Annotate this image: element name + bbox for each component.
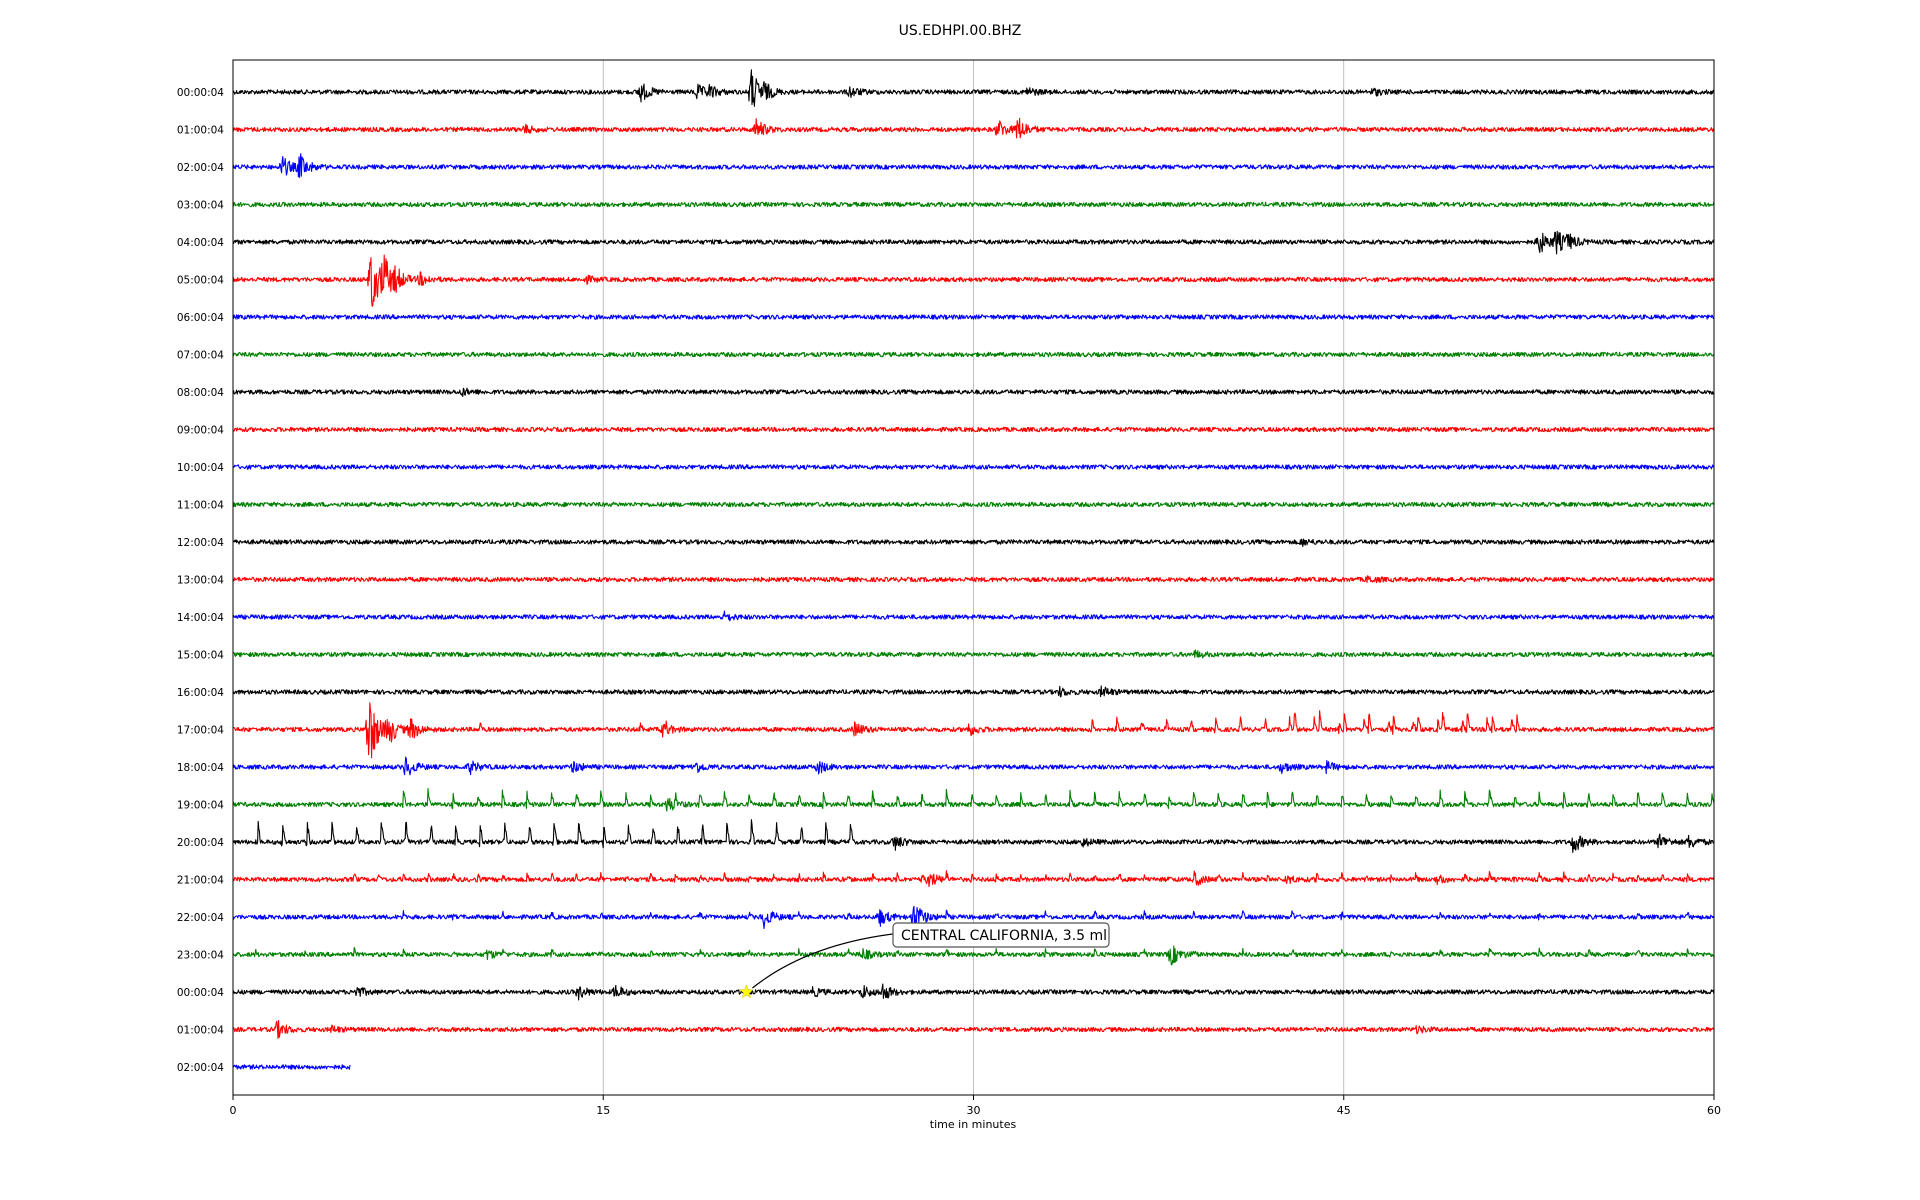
trace-row [232, 610, 1715, 622]
trace-row [232, 1064, 351, 1070]
annotation-label: CENTRAL CALIFORNIA, 3.5 ml [901, 928, 1107, 944]
x-tick-label: 45 [1337, 1104, 1351, 1117]
trace-row [232, 649, 1715, 659]
trace-row [232, 387, 1714, 397]
row-time-label: 06:00:04 [177, 312, 224, 324]
row-time-label: 11:00:04 [177, 500, 224, 512]
row-time-label: 12:00:04 [177, 537, 224, 549]
annotation-leader-line [752, 933, 894, 989]
trace-row [232, 254, 1715, 307]
row-time-label: 17:00:04 [177, 725, 224, 737]
trace-row [232, 685, 1715, 698]
row-time-label: 18:00:04 [177, 762, 224, 774]
row-time-label: 21:00:04 [177, 875, 224, 887]
trace-row [232, 1019, 1715, 1039]
x-axis-label: time in minutes [930, 1118, 1017, 1131]
trace-row [232, 426, 1715, 433]
x-axis-ticks: 0 15 30 45 60 [230, 1095, 1721, 1117]
trace-row [232, 314, 1715, 320]
event-star-marker [739, 984, 754, 999]
row-time-labels: 00:00:04 01:00:04 02:00:04 03:00:04 04:00:04… [177, 87, 224, 1074]
row-time-label: 01:00:04 [177, 1025, 224, 1037]
row-time-label: 22:00:04 [177, 912, 224, 924]
trace-row [232, 538, 1715, 548]
x-tick-label: 0 [230, 1104, 237, 1117]
trace-row [232, 702, 1714, 759]
trace-row [232, 464, 1715, 470]
trace-row [232, 819, 1715, 854]
row-time-label: 03:00:04 [177, 200, 224, 212]
row-time-label: 02:00:04 [177, 162, 224, 174]
x-tick-label: 30 [967, 1104, 981, 1117]
row-time-label: 00:00:04 [177, 987, 224, 999]
chart-title: US.EDHPI.00.BHZ [899, 23, 1022, 39]
row-time-label: 19:00:04 [177, 800, 224, 812]
row-time-label: 01:00:04 [177, 125, 224, 137]
trace-lines [232, 69, 1715, 1070]
row-time-label: 04:00:04 [177, 237, 224, 249]
trace-row [232, 945, 1715, 966]
row-time-label: 20:00:04 [177, 837, 224, 849]
row-time-label: 08:00:04 [177, 387, 224, 399]
trace-row [232, 153, 1715, 178]
axes-frame [232, 59, 1715, 1096]
row-time-label: 14:00:04 [177, 612, 224, 624]
row-time-label: 00:00:04 [177, 87, 224, 99]
trace-row [232, 788, 1715, 812]
row-time-label: 07:00:04 [177, 350, 224, 362]
event-annotation: CENTRAL CALIFORNIA, 3.5 ml [739, 922, 1110, 999]
trace-row [232, 756, 1715, 776]
trace-row [232, 575, 1715, 584]
row-time-label: 16:00:04 [177, 687, 224, 699]
trace-row [232, 230, 1715, 255]
trace-row [232, 905, 1715, 934]
row-time-label: 10:00:04 [177, 462, 224, 474]
row-time-label: 02:00:04 [177, 1062, 224, 1074]
trace-row [232, 501, 1714, 508]
row-time-label: 09:00:04 [177, 425, 224, 437]
row-time-label: 15:00:04 [177, 650, 224, 662]
row-time-label: 05:00:04 [177, 275, 224, 287]
trace-row [232, 351, 1715, 358]
trace-row [232, 69, 1714, 107]
trace-row [232, 870, 1715, 888]
x-tick-label: 15 [596, 1104, 610, 1117]
x-tick-label: 60 [1707, 1104, 1721, 1117]
trace-row [232, 117, 1715, 139]
trace-row [232, 201, 1715, 208]
row-time-label: 23:00:04 [177, 950, 224, 962]
trace-row [232, 983, 1715, 1001]
annotation-box [892, 922, 1110, 948]
row-time-label: 13:00:04 [177, 575, 224, 587]
